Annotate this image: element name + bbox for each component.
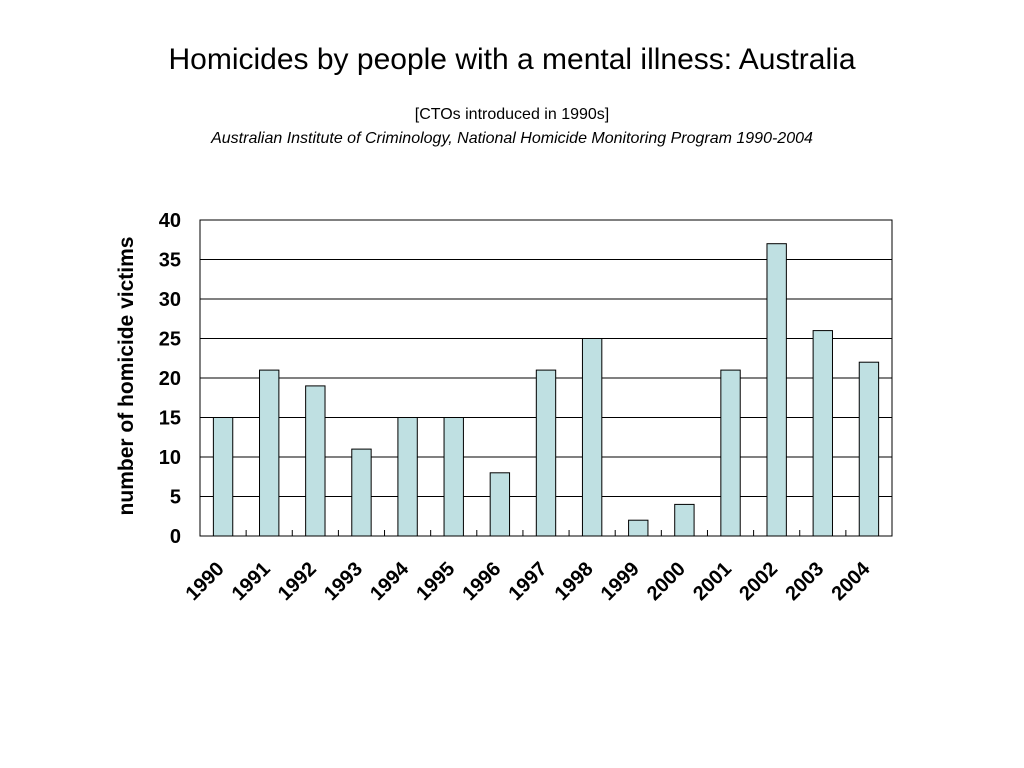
bar-1993 bbox=[351, 448, 372, 537]
y-axis-label: number of homicide victims bbox=[115, 237, 138, 516]
x-tick-label: 1990 bbox=[182, 558, 229, 605]
x-tick-label: 2004 bbox=[827, 557, 875, 605]
x-tick-label: 1991 bbox=[228, 558, 275, 605]
bar-2002 bbox=[766, 243, 787, 537]
bar-1994 bbox=[397, 417, 418, 537]
y-tick-label: 10 bbox=[159, 447, 181, 469]
bar-1992 bbox=[305, 385, 326, 537]
x-tick-label: 1997 bbox=[505, 558, 552, 605]
bar-1990 bbox=[212, 417, 234, 537]
chart-source: Australian Institute of Criminology, Nat… bbox=[211, 130, 813, 147]
y-tick-label: 25 bbox=[159, 329, 181, 351]
bar-2004 bbox=[858, 361, 880, 537]
bar-1991 bbox=[259, 369, 280, 537]
bar-1998 bbox=[581, 338, 603, 537]
bar-1997 bbox=[535, 369, 557, 537]
x-tick-marks bbox=[245, 530, 847, 536]
y-tick-labels: 0 5 10 15 20 25 30 35 40 bbox=[159, 210, 181, 548]
x-tick-label: 1993 bbox=[320, 558, 367, 605]
x-tick-label: 1999 bbox=[597, 558, 644, 605]
y-tick-label: 0 bbox=[170, 526, 181, 548]
x-tick-label: 1994 bbox=[366, 557, 414, 605]
y-tick-label: 40 bbox=[159, 210, 181, 232]
x-tick-label: 1998 bbox=[551, 558, 598, 605]
chart-title: Homicides by people with a mental illnes… bbox=[168, 43, 856, 76]
x-tick-label: 2000 bbox=[643, 558, 690, 605]
x-tick-label: 2001 bbox=[689, 558, 736, 605]
bar-2003 bbox=[812, 330, 833, 537]
bar-1999 bbox=[628, 519, 649, 537]
y-tick-label: 35 bbox=[159, 250, 181, 272]
bars bbox=[212, 243, 880, 537]
x-tick-label: 1995 bbox=[412, 558, 459, 605]
x-tick-label: 1992 bbox=[274, 558, 321, 605]
y-tick-label: 30 bbox=[159, 289, 181, 311]
chart-subtitle: [CTOs introduced in 1990s] bbox=[414, 106, 610, 123]
bar-1995 bbox=[443, 417, 464, 537]
plot-area bbox=[199, 219, 893, 537]
x-tick-labels: 1990 1991 1992 1993 1994 1995 1996 1997 1998 1999… bbox=[182, 557, 876, 605]
bar-2000 bbox=[674, 503, 695, 537]
y-tick-label: 20 bbox=[159, 368, 181, 390]
y-tick-label: 5 bbox=[170, 487, 181, 509]
x-tick-label: 2002 bbox=[735, 558, 782, 605]
y-tick-label: 15 bbox=[159, 408, 181, 430]
x-tick-label: 2003 bbox=[781, 558, 828, 605]
bar-1996 bbox=[489, 472, 511, 537]
bar-2001 bbox=[720, 369, 741, 537]
x-tick-label: 1996 bbox=[458, 558, 505, 605]
